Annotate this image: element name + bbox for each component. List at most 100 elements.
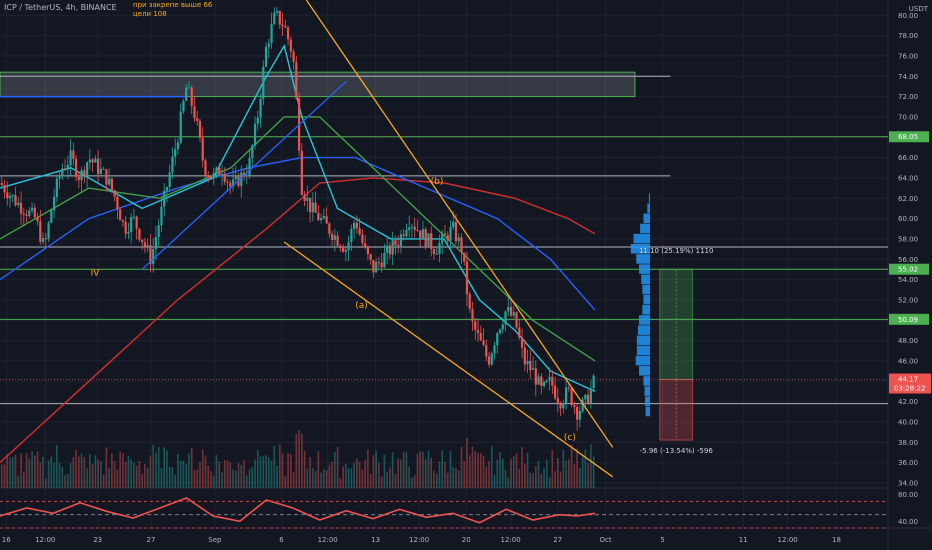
candle-body xyxy=(397,245,400,247)
candle-body xyxy=(424,229,427,247)
x-tick-label: Sep xyxy=(208,536,222,544)
volume-bar xyxy=(45,478,47,488)
candle-body xyxy=(531,368,535,370)
candle-body xyxy=(127,232,130,234)
candle-body xyxy=(94,158,97,163)
candle-body xyxy=(132,216,136,218)
candle-body xyxy=(339,245,342,249)
candle-body xyxy=(366,246,369,255)
candle-body xyxy=(30,207,34,211)
candle-body xyxy=(328,223,331,234)
candle-body xyxy=(52,196,56,211)
volume-bar xyxy=(201,449,204,488)
candle-body xyxy=(303,194,306,201)
candle-body xyxy=(432,249,436,254)
candle-body xyxy=(190,87,193,107)
volume-bar xyxy=(188,453,190,488)
y-tick-label: 64.00 xyxy=(898,174,918,182)
candle-body xyxy=(507,306,510,312)
volume-bar xyxy=(177,453,179,488)
volume-bar xyxy=(262,456,265,488)
volume-bar xyxy=(361,469,364,488)
volume-bar xyxy=(199,461,201,488)
volume-bar xyxy=(345,463,347,488)
volume-bar xyxy=(587,462,589,488)
candle-body xyxy=(454,221,458,242)
volume-bar xyxy=(36,451,39,488)
candle-body xyxy=(154,237,158,250)
candle-body xyxy=(565,387,568,404)
candle-body xyxy=(50,210,53,223)
candle-body xyxy=(28,210,31,216)
candle-body xyxy=(242,172,246,177)
candle-body xyxy=(295,62,298,99)
candle-body xyxy=(573,405,576,407)
candle-body xyxy=(292,51,295,63)
candle-body xyxy=(347,241,350,250)
candle-body xyxy=(589,388,592,404)
candle-body xyxy=(584,394,587,400)
candle-body xyxy=(75,158,78,177)
candle-body xyxy=(25,214,28,216)
volume-bar xyxy=(127,456,130,488)
volume-bar xyxy=(331,461,333,488)
volume-bar xyxy=(50,456,53,488)
moving-average-line xyxy=(0,116,596,362)
candle-body xyxy=(110,178,113,191)
volume-bar xyxy=(557,457,559,488)
candle-body xyxy=(587,394,590,404)
candle-body xyxy=(124,221,127,234)
volume-bar xyxy=(402,452,405,488)
candle-body xyxy=(537,376,540,385)
current-price-label: 44.17 xyxy=(898,376,918,384)
volume-profile-bar xyxy=(642,305,651,315)
candle-body xyxy=(548,376,551,381)
candle-body xyxy=(138,228,141,240)
x-tick-label: 13 xyxy=(371,536,380,544)
price-tag-bg xyxy=(889,263,929,275)
candle-body xyxy=(63,168,67,170)
volume-profile-bar xyxy=(639,315,651,325)
candle-body xyxy=(157,225,160,238)
candle-body xyxy=(364,243,367,247)
volume-bar xyxy=(380,476,383,488)
volume-bar xyxy=(14,454,17,488)
candle-body xyxy=(556,398,559,404)
volume-bar xyxy=(554,471,556,488)
candle-body xyxy=(0,183,3,186)
price-tag-label: 55.02 xyxy=(898,266,918,274)
volume-profile-bar xyxy=(630,244,651,254)
volume-bar xyxy=(0,464,3,488)
volume-bar xyxy=(111,453,113,488)
x-tick-label: 12:00 xyxy=(409,536,429,544)
candle-body xyxy=(17,202,20,206)
candle-body xyxy=(482,340,485,346)
candle-body xyxy=(512,312,515,316)
volume-bar xyxy=(64,475,66,488)
volume-bar xyxy=(306,468,309,488)
volume-bar xyxy=(499,451,501,488)
candle-body xyxy=(259,98,262,118)
volume-bar xyxy=(336,446,339,488)
candle-body xyxy=(152,249,155,265)
candle-body xyxy=(171,156,174,173)
volume-bar xyxy=(221,472,223,488)
volume-profile-bar xyxy=(643,213,651,224)
candle-body xyxy=(501,324,504,330)
candle-body xyxy=(97,158,100,174)
volume-bar xyxy=(223,460,226,488)
volume-bar xyxy=(155,452,157,488)
volume-bar xyxy=(504,470,507,488)
candle-body xyxy=(534,368,537,385)
volume-bar xyxy=(182,460,185,488)
volume-bar xyxy=(441,449,444,488)
volume-bar xyxy=(383,454,386,488)
candle-body xyxy=(58,176,61,179)
candle-body xyxy=(333,235,336,241)
annotation-note-2: цели 108 xyxy=(133,10,167,18)
candle-body xyxy=(369,254,372,260)
candle-body xyxy=(204,160,207,176)
volume-bar xyxy=(80,453,83,488)
volume-bar xyxy=(122,453,124,488)
